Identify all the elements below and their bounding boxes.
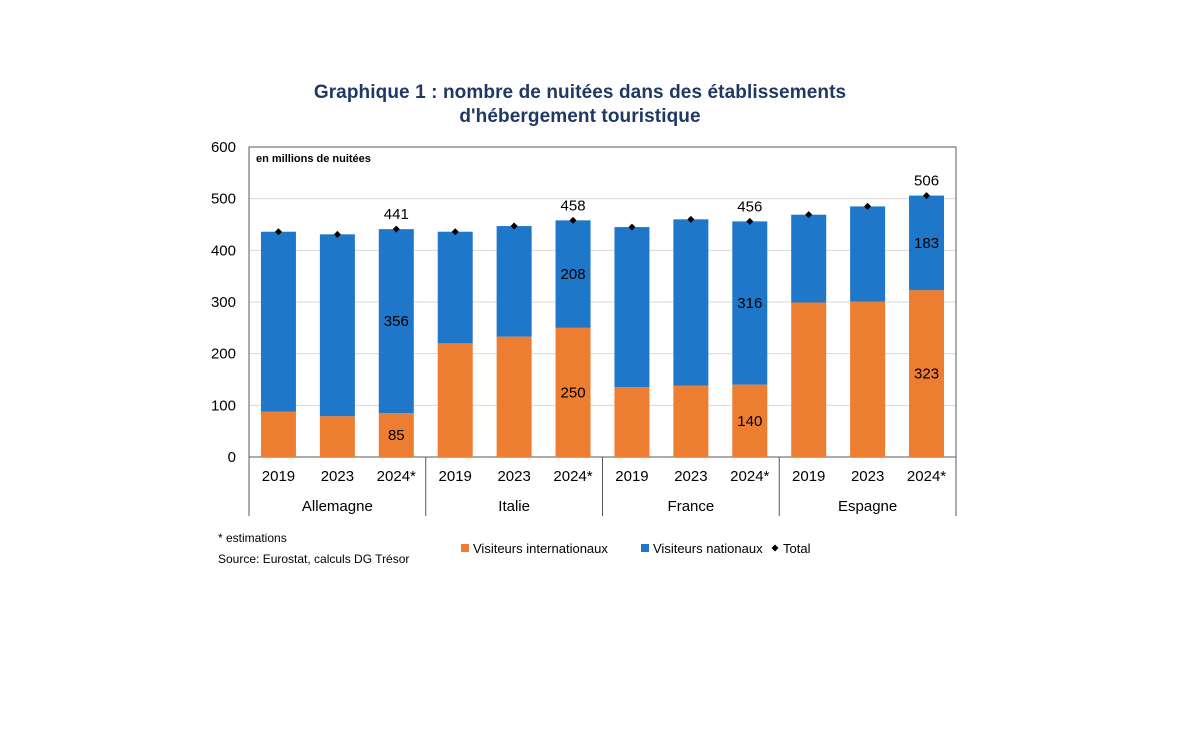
data-label-total: 458 [561,197,586,214]
bar-international [378,413,414,457]
x-group-label: Allemagne [302,498,373,515]
data-label-national: 183 [914,235,939,252]
legend-label: Visiteurs internationaux [473,541,608,556]
x-tick-label-year: 2024* [730,468,769,485]
bar-national [437,231,473,344]
total-marker [687,215,695,223]
total-marker [923,192,931,200]
y-tick-label: 400 [211,242,236,259]
y-tick-label: 600 [211,139,236,156]
chart-title-line-1: Graphique 1 : nombre de nuitées dans des… [313,82,847,103]
total-marker [274,228,282,236]
y-tick-label: 500 [211,191,236,208]
data-label-international: 140 [737,413,762,430]
total-marker [864,202,872,210]
bar-national [555,220,591,328]
total-marker [333,230,341,238]
total-marker [392,225,400,233]
y-tick-label: 0 [228,449,236,466]
y-tick-label: 200 [211,346,236,363]
legend-swatch [461,544,469,552]
bar-international [673,385,709,457]
x-tick-label-year: 2023 [851,468,884,485]
y-tick-label: 100 [211,397,236,414]
x-group-label: Espagne [838,498,897,515]
data-label-national: 208 [561,266,586,283]
bar-national [791,214,827,303]
bar-international [909,290,945,457]
bar-international [496,336,532,457]
bar-international [732,384,768,457]
legend-label: Visiteurs nationaux [653,541,763,556]
total-marker [628,223,636,231]
x-tick-label-year: 2019 [439,468,472,485]
legend-marker [771,544,779,552]
bar-international [555,327,591,457]
data-label-total: 506 [914,173,939,190]
footnote-source: Source: Eurostat, calculs DG Trésor [218,552,410,566]
bar-international [260,411,296,457]
x-tick-label-year: 2024* [907,468,946,485]
bar-international [437,343,473,457]
bar-international [319,416,355,457]
bar-international [614,387,650,457]
bar-international [791,302,827,457]
bar-national [850,206,886,302]
total-marker [569,216,577,224]
legend-label: Total [783,541,811,556]
x-tick-label-year: 2019 [615,468,648,485]
bar-international [850,301,886,457]
legend-swatch [641,544,649,552]
x-tick-label-year: 2019 [262,468,295,485]
x-tick-label-year: 2024* [377,468,416,485]
data-label-total: 441 [384,206,409,223]
total-marker [805,211,813,219]
total-marker [746,217,754,225]
data-label-international: 250 [561,384,586,401]
x-group-label: Italie [498,498,530,515]
bar-national [319,234,355,417]
x-tick-label-year: 2019 [792,468,825,485]
x-tick-label-year: 2024* [553,468,592,485]
bar-national [909,195,945,291]
data-label-international: 323 [914,366,939,383]
data-label-total: 456 [737,198,762,215]
footnote-estimations: * estimations [218,531,287,545]
bar-national [378,229,414,414]
bar-national [673,219,709,386]
total-marker [451,228,459,236]
bar-national [732,221,768,385]
data-label-international: 85 [388,427,405,444]
bar-national [260,231,296,412]
total-marker [510,222,518,230]
x-tick-label-year: 2023 [321,468,354,485]
x-tick-label-year: 2023 [674,468,707,485]
y-unit-note: en millions de nuitées [256,153,371,165]
bar-national [614,227,650,388]
y-tick-label: 300 [211,294,236,311]
x-tick-label-year: 2023 [497,468,530,485]
x-group-label: France [668,498,715,515]
bar-national [496,226,532,337]
data-label-national: 356 [384,313,409,330]
data-label-national: 316 [737,295,762,312]
chart-title-line-2: d'hébergement touristique [459,106,701,127]
